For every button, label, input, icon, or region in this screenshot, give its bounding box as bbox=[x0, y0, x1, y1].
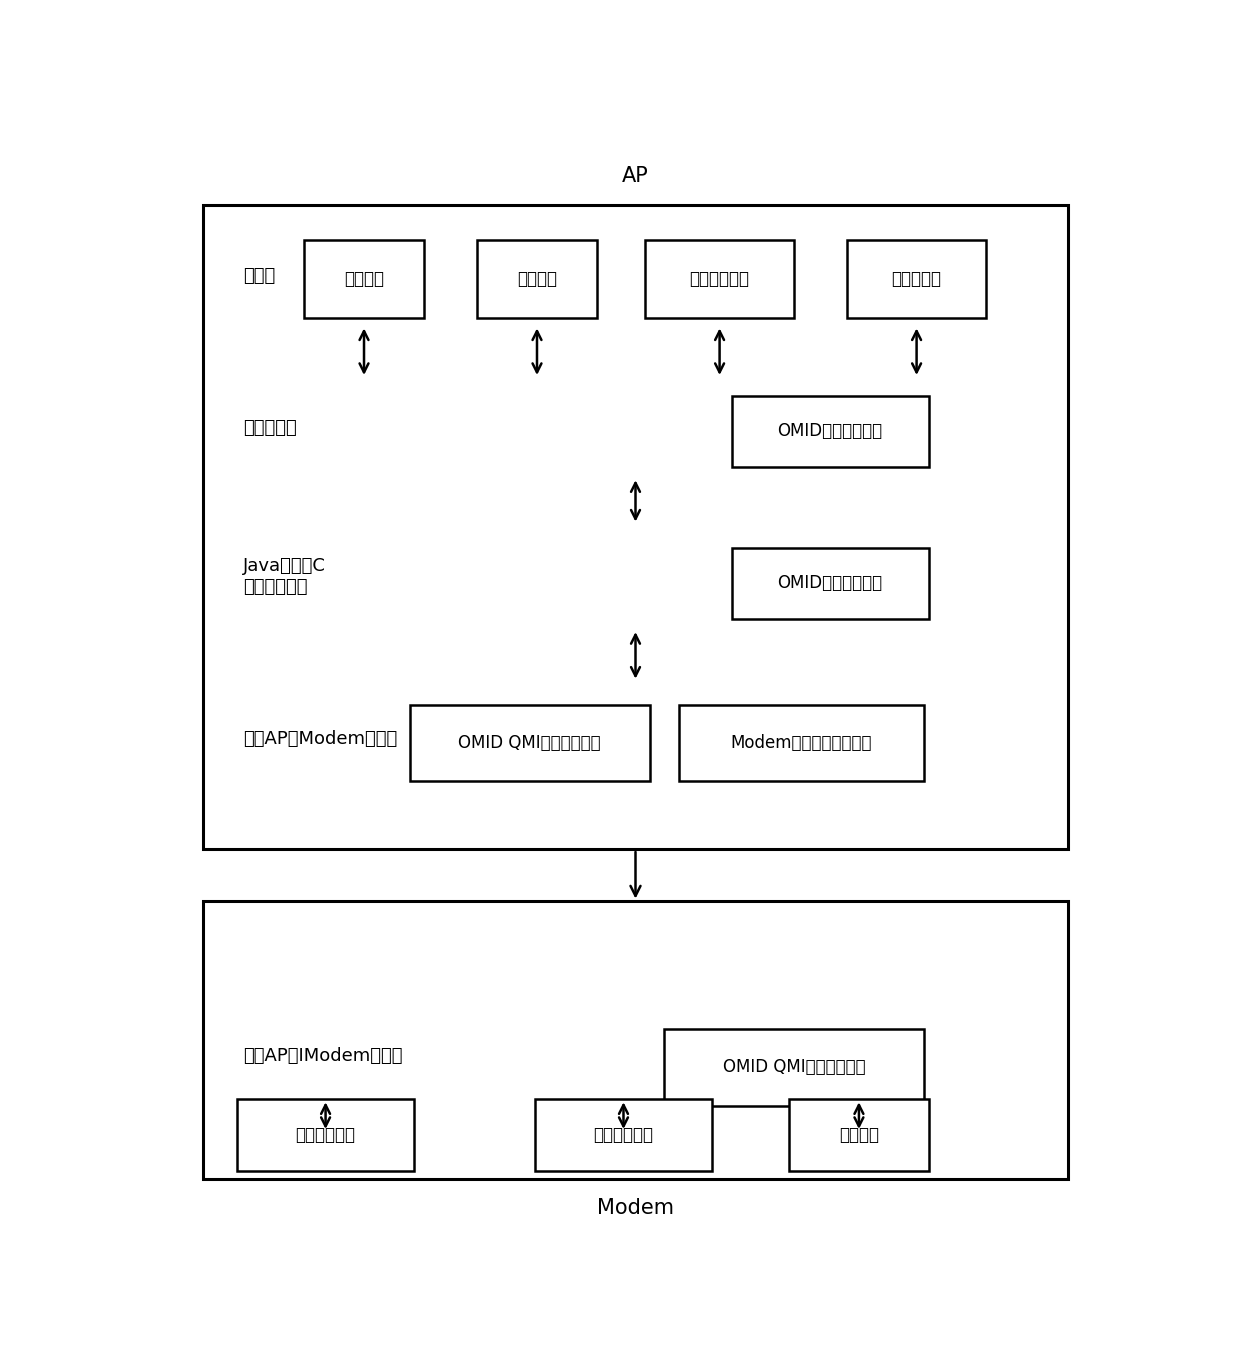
Bar bbox=[409, 704, 650, 781]
Text: 客户设置应用: 客户设置应用 bbox=[689, 269, 750, 288]
Bar bbox=[678, 704, 924, 781]
Bar bbox=[203, 902, 1068, 1179]
Text: Modem: Modem bbox=[596, 1198, 675, 1217]
Text: 通话应用: 通话应用 bbox=[517, 269, 557, 288]
Bar bbox=[645, 239, 794, 318]
Bar bbox=[222, 226, 1049, 325]
Bar bbox=[203, 205, 1068, 849]
Bar bbox=[732, 548, 929, 619]
Text: AP: AP bbox=[622, 166, 649, 186]
Text: 安卓框架层: 安卓框架层 bbox=[243, 419, 298, 437]
Bar bbox=[222, 378, 1049, 477]
Text: 参数模块: 参数模块 bbox=[839, 1126, 879, 1144]
Text: 网络搜索模块: 网络搜索模块 bbox=[594, 1126, 653, 1144]
Text: OMID接口透传模块: OMID接口透传模块 bbox=[777, 423, 883, 441]
Bar bbox=[534, 1099, 713, 1171]
Text: 第二AP和IModem通讯层: 第二AP和IModem通讯层 bbox=[243, 1047, 403, 1065]
Text: Modem执行结果解析模块: Modem执行结果解析模块 bbox=[730, 734, 872, 752]
Text: 应用层: 应用层 bbox=[243, 267, 275, 284]
Text: 第一AP和Modem通讯层: 第一AP和Modem通讯层 bbox=[243, 730, 398, 748]
Bar bbox=[237, 1099, 414, 1171]
Bar bbox=[665, 1030, 924, 1106]
Bar bbox=[732, 396, 929, 466]
Text: 通话管理模块: 通话管理模块 bbox=[295, 1126, 356, 1144]
Bar bbox=[222, 681, 1049, 797]
Bar bbox=[222, 1001, 1049, 1132]
Text: Java语言和C
语言的转换层: Java语言和C 语言的转换层 bbox=[243, 558, 326, 596]
Text: OMID QMI消息解析模块: OMID QMI消息解析模块 bbox=[723, 1058, 866, 1077]
Bar bbox=[477, 239, 596, 318]
Bar bbox=[304, 239, 424, 318]
Text: OMID接口转换模块: OMID接口转换模块 bbox=[777, 574, 883, 592]
Bar bbox=[847, 239, 986, 318]
Text: 工程师应用: 工程师应用 bbox=[892, 269, 941, 288]
Bar bbox=[222, 525, 1049, 630]
Bar bbox=[789, 1099, 929, 1171]
Text: OMID QMI消息封装模块: OMID QMI消息封装模块 bbox=[459, 734, 601, 752]
Text: 彩信应用: 彩信应用 bbox=[343, 269, 384, 288]
